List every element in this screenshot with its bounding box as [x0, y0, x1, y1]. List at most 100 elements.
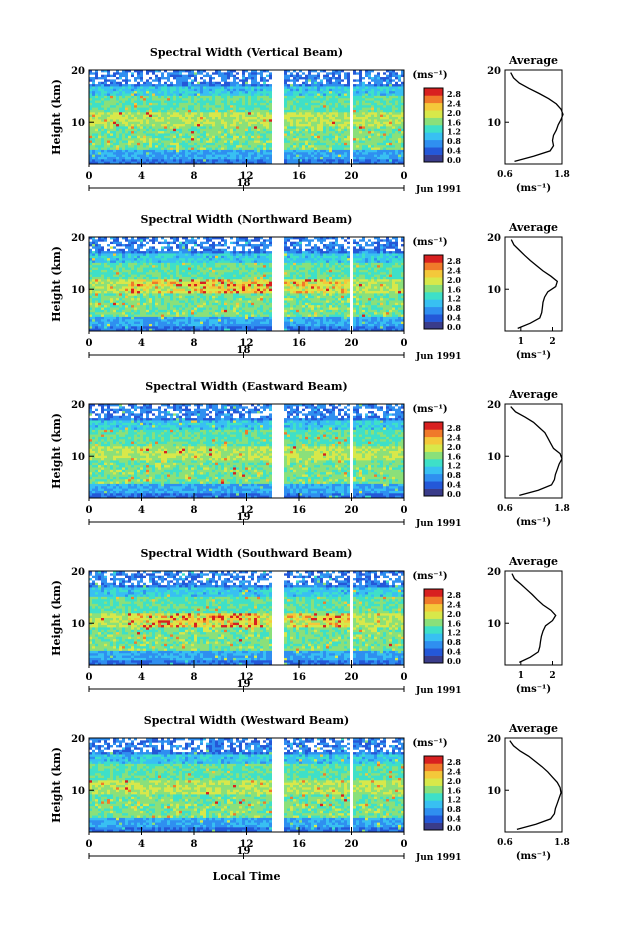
heatmap-cell	[317, 155, 320, 158]
heatmap-cell	[176, 129, 179, 132]
heatmap-cell	[128, 282, 131, 285]
heatmap-cell	[143, 122, 146, 125]
heatmap-cell	[260, 119, 263, 122]
heatmap-cell	[383, 94, 386, 97]
heatmap-cell	[245, 143, 248, 146]
heatmap-cell	[260, 155, 263, 158]
heatmap-cell	[164, 126, 167, 129]
heatmap-cell	[92, 119, 95, 122]
heatmap-cell	[239, 91, 242, 94]
heatmap-cell	[335, 75, 338, 78]
heatmap-cell	[356, 124, 359, 127]
heatmap-cell	[224, 115, 227, 118]
heatmap-cell	[92, 124, 95, 127]
heatmap-cell	[125, 300, 128, 303]
heatmap-cell	[290, 126, 293, 129]
heatmap-cell	[218, 112, 221, 115]
heatmap-cell	[119, 145, 122, 148]
heatmap-cell	[149, 136, 152, 139]
heatmap-cell	[368, 141, 371, 144]
heatmap-cell	[140, 291, 143, 294]
heatmap-cell	[230, 103, 233, 106]
heatmap-cell	[197, 79, 200, 82]
heatmap-cell	[104, 94, 107, 97]
heatmap-cell	[239, 94, 242, 97]
colorbar-swatch	[424, 110, 443, 118]
heatmap-cell	[224, 89, 227, 92]
heatmap-cell	[149, 150, 152, 153]
heatmap-cell	[275, 84, 278, 87]
heatmap-cell	[119, 300, 122, 303]
heatmap-cell	[131, 286, 134, 289]
heatmap-cell	[233, 105, 236, 108]
heatmap-cell	[245, 108, 248, 111]
heatmap-cell	[98, 129, 101, 132]
heatmap-cell	[107, 115, 110, 118]
colorbar-swatch	[424, 118, 443, 126]
heatmap-cell	[362, 112, 365, 115]
heatmap-cell	[374, 143, 377, 146]
heatmap-cell	[374, 103, 377, 106]
heatmap-cell	[254, 79, 257, 82]
heatmap-cell	[95, 305, 98, 308]
heatmap-cell	[98, 124, 101, 127]
heatmap-cell	[221, 148, 224, 151]
heatmap-cell	[170, 122, 173, 125]
heatmap-cell	[329, 75, 332, 78]
heatmap-cell	[236, 94, 239, 97]
heatmap-cell	[251, 155, 254, 158]
heatmap-cell	[134, 101, 137, 104]
heatmap-cell	[122, 126, 125, 129]
heatmap-cell	[254, 124, 257, 127]
heatmap-cell	[302, 94, 305, 97]
heatmap-cell	[383, 133, 386, 136]
heatmap-cell	[251, 103, 254, 106]
heatmap-cell	[356, 157, 359, 160]
heatmap-cell	[119, 256, 122, 259]
heatmap-cell	[125, 98, 128, 101]
heatmap-cell	[365, 117, 368, 120]
heatmap-cell	[227, 159, 230, 162]
heatmap-cell	[101, 72, 104, 75]
heatmap-cell	[140, 319, 143, 322]
heatmap-cell	[317, 129, 320, 132]
heatmap-cell	[137, 310, 140, 313]
heatmap-cell	[113, 122, 116, 125]
heatmap-cell	[167, 72, 170, 75]
heatmap-cell	[122, 244, 125, 247]
heatmap-cell	[263, 75, 266, 78]
heatmap-cell	[140, 89, 143, 92]
heatmap-cell	[239, 150, 242, 153]
heatmap-cell	[110, 115, 113, 118]
heatmap-cell	[371, 122, 374, 125]
heatmap-cell	[290, 77, 293, 80]
heatmap-cell	[260, 136, 263, 139]
heatmap-cell	[149, 91, 152, 94]
heatmap-cell	[185, 122, 188, 125]
heatmap-cell	[389, 152, 392, 155]
heatmap-cell	[263, 129, 266, 132]
heatmap-cell	[326, 96, 329, 99]
heatmap-cell	[110, 136, 113, 139]
heatmap-cell	[380, 72, 383, 75]
heatmap-cell	[254, 86, 257, 89]
heatmap-cell	[296, 133, 299, 136]
heatmap-cell	[107, 94, 110, 97]
heatmap-cell	[176, 122, 179, 125]
heatmap-cell	[242, 133, 245, 136]
heatmap-cell	[224, 75, 227, 78]
heatmap-cell	[329, 94, 332, 97]
heatmap-cell	[98, 284, 101, 287]
heatmap-cell	[134, 258, 137, 261]
heatmap-cell	[221, 98, 224, 101]
heatmap-cell	[332, 110, 335, 113]
heatmap-cell	[224, 157, 227, 160]
heatmap-cell	[233, 133, 236, 136]
heatmap-cell	[113, 136, 116, 139]
heatmap-cell	[116, 89, 119, 92]
heatmap-cell	[149, 112, 152, 115]
heatmap-cell	[92, 291, 95, 294]
heatmap-cell	[170, 155, 173, 158]
heatmap-cell	[281, 136, 284, 139]
heatmap-cell	[296, 91, 299, 94]
